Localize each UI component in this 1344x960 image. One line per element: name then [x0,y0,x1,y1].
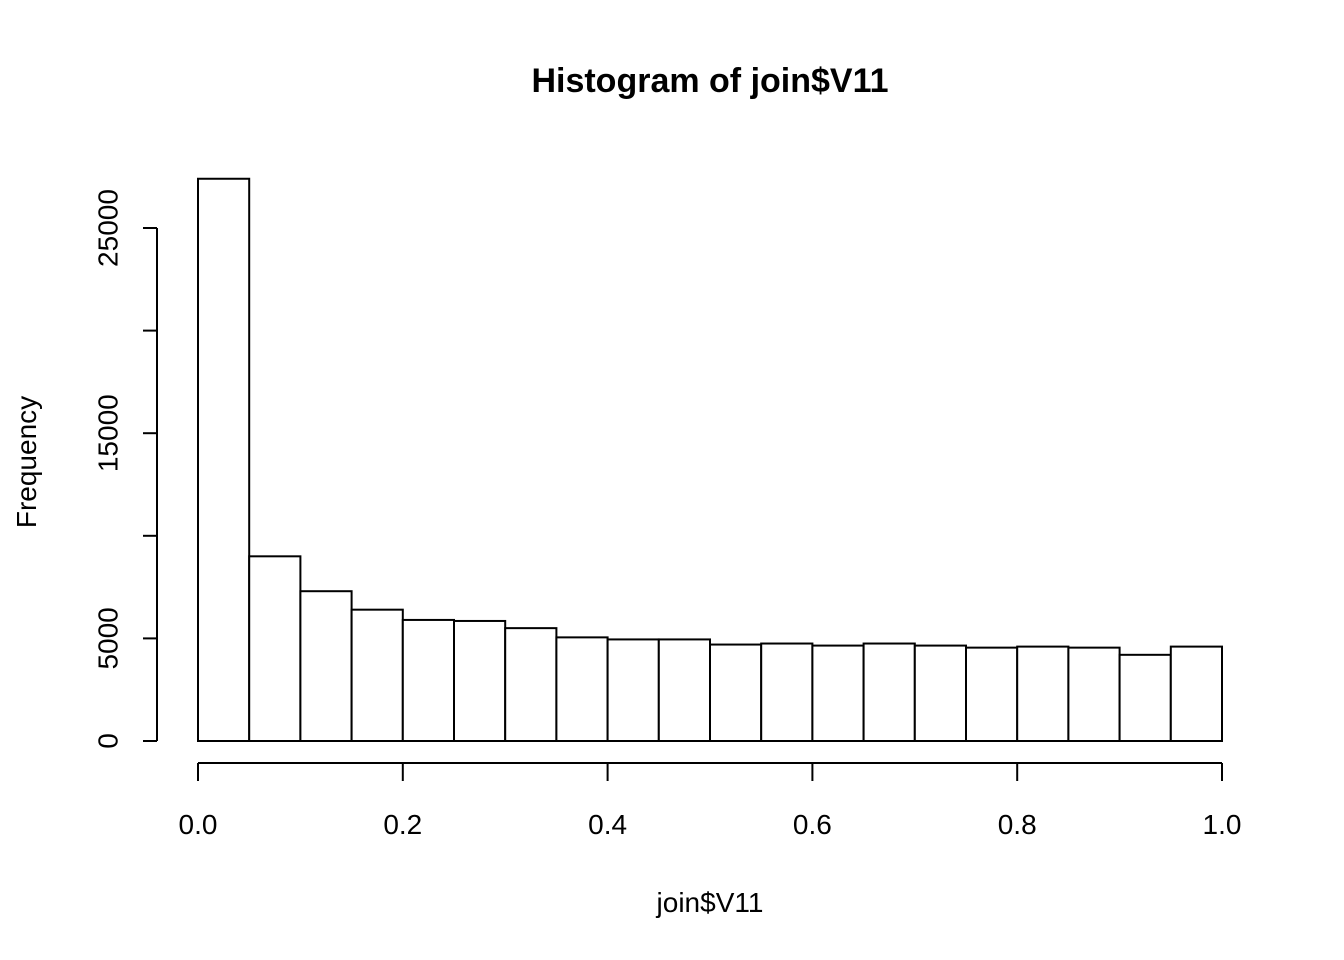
histogram-bar [1118,653,1172,742]
bars-group [197,177,1224,743]
histogram-bar [1067,646,1121,742]
histogram-bar [811,644,865,742]
y-axis-label: Frequency [11,396,42,528]
chart-title: Histogram of join$V11 [531,62,888,100]
x-tick-label: 1.0 [1203,809,1242,840]
y-tick-label: 15000 [92,394,123,472]
y-axis: 0 5000 15000 25000 [92,189,158,749]
histogram-bar [709,643,763,743]
x-tick-label: 0.2 [383,809,422,840]
x-tick-label: 0.6 [793,809,832,840]
histogram-bar [760,642,814,743]
histogram-bar [657,638,711,743]
histogram-bar [555,636,609,743]
x-axis: 0.0 0.2 0.4 0.6 0.8 1.0 [179,762,1242,840]
histogram-bar [606,638,660,743]
histogram-bar [504,627,558,743]
y-tick-label: 5000 [92,607,123,669]
histogram-bar [1016,645,1070,742]
histogram-bar [453,619,507,743]
histogram-bar [197,177,251,742]
x-tick-label: 0.4 [588,809,627,840]
y-tick-label: 25000 [92,189,123,267]
histogram-bar [862,642,916,743]
histogram-bar [965,646,1019,742]
x-tick-label: 0.8 [998,809,1037,840]
y-tick-label: 0 [92,733,123,749]
histogram-bar [248,555,302,742]
histogram-bar [1169,645,1224,742]
x-axis-label: join$V11 [656,887,764,918]
x-tick-label: 0.0 [179,809,218,840]
histogram-bar [350,608,404,742]
histogram-bar [913,644,967,742]
histogram-bar [299,590,353,742]
histogram-bar [401,618,455,743]
